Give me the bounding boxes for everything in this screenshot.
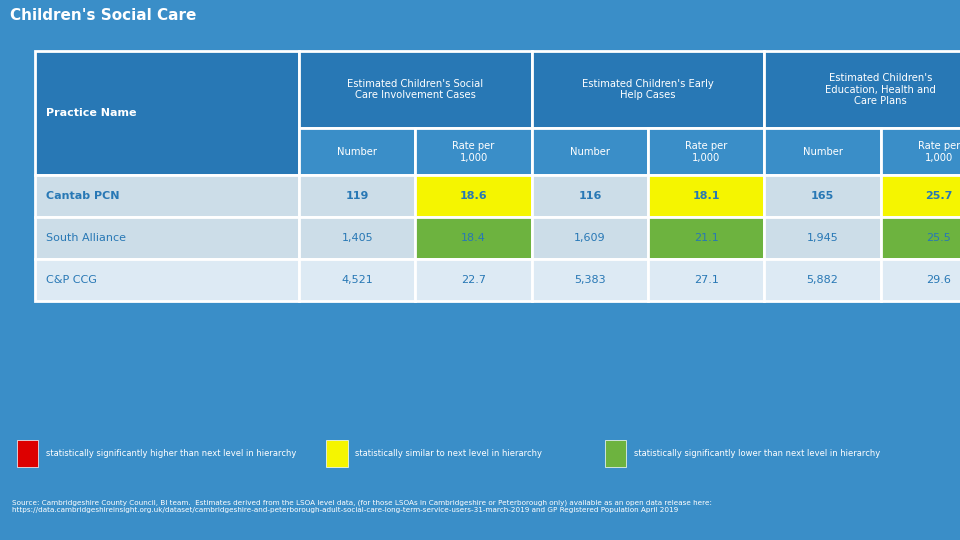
FancyBboxPatch shape <box>880 259 960 301</box>
Text: 1,609: 1,609 <box>574 233 606 243</box>
FancyBboxPatch shape <box>416 259 532 301</box>
Text: Number: Number <box>570 147 610 157</box>
FancyBboxPatch shape <box>17 441 38 467</box>
Text: It is estimated that Cantab PCN has statistically similar rates of Children's so: It is estimated that Cantab PCN has stat… <box>228 372 732 400</box>
Text: 116: 116 <box>578 191 602 201</box>
FancyBboxPatch shape <box>299 128 416 176</box>
Text: Rate per
1,000: Rate per 1,000 <box>685 141 728 163</box>
FancyBboxPatch shape <box>35 176 299 217</box>
Text: Number: Number <box>337 147 377 157</box>
FancyBboxPatch shape <box>648 176 764 217</box>
FancyBboxPatch shape <box>764 176 880 217</box>
Text: 18.6: 18.6 <box>460 191 488 201</box>
FancyBboxPatch shape <box>416 217 532 259</box>
Text: Rate per
1,000: Rate per 1,000 <box>452 141 494 163</box>
FancyBboxPatch shape <box>416 128 532 176</box>
FancyBboxPatch shape <box>764 128 880 176</box>
Text: 25.7: 25.7 <box>925 191 952 201</box>
FancyBboxPatch shape <box>532 176 648 217</box>
Text: 119: 119 <box>346 191 369 201</box>
Text: 18.1: 18.1 <box>692 191 720 201</box>
FancyBboxPatch shape <box>299 51 532 128</box>
Text: 5,882: 5,882 <box>806 275 838 285</box>
FancyBboxPatch shape <box>764 259 880 301</box>
Text: Estimated Children's
Education, Health and
Care Plans: Estimated Children's Education, Health a… <box>826 73 936 106</box>
Text: statistically significantly lower than next level in hierarchy: statistically significantly lower than n… <box>634 449 880 458</box>
Text: 27.1: 27.1 <box>694 275 719 285</box>
Text: Estimated Children's Social
Care Involvement Cases: Estimated Children's Social Care Involve… <box>348 79 484 100</box>
Text: 4,521: 4,521 <box>342 275 373 285</box>
FancyBboxPatch shape <box>880 217 960 259</box>
FancyBboxPatch shape <box>764 217 880 259</box>
Text: South Alliance: South Alliance <box>46 233 126 243</box>
Text: 25.5: 25.5 <box>926 233 951 243</box>
FancyBboxPatch shape <box>299 176 416 217</box>
FancyBboxPatch shape <box>299 217 416 259</box>
Text: Children's Social Care: Children's Social Care <box>10 8 196 23</box>
FancyBboxPatch shape <box>648 259 764 301</box>
FancyBboxPatch shape <box>648 217 764 259</box>
FancyBboxPatch shape <box>532 217 648 259</box>
FancyBboxPatch shape <box>299 259 416 301</box>
FancyBboxPatch shape <box>326 441 348 467</box>
Text: 21.1: 21.1 <box>694 233 719 243</box>
FancyBboxPatch shape <box>605 441 626 467</box>
Text: Rate per
1,000: Rate per 1,000 <box>918 141 960 163</box>
FancyBboxPatch shape <box>532 259 648 301</box>
FancyBboxPatch shape <box>35 217 299 259</box>
Text: 1,405: 1,405 <box>342 233 373 243</box>
FancyBboxPatch shape <box>35 259 299 301</box>
Text: 5,383: 5,383 <box>574 275 606 285</box>
Text: Cantab PCN: Cantab PCN <box>46 191 119 201</box>
FancyBboxPatch shape <box>880 128 960 176</box>
FancyBboxPatch shape <box>532 51 764 128</box>
Text: Estimated Children's Early
Help Cases: Estimated Children's Early Help Cases <box>582 79 714 100</box>
Text: 18.4: 18.4 <box>461 233 486 243</box>
Text: It is estimated that the South Alliance has statistically significantly low rate: It is estimated that the South Alliance … <box>174 326 786 353</box>
Text: Practice Name: Practice Name <box>46 109 136 118</box>
FancyBboxPatch shape <box>35 51 299 176</box>
Text: C&P CCG: C&P CCG <box>46 275 97 285</box>
FancyBboxPatch shape <box>764 51 960 128</box>
Text: Source: Cambridgeshire County Council, BI team.  Estimates derived from the LSOA: Source: Cambridgeshire County Council, B… <box>12 500 711 513</box>
Text: 1,945: 1,945 <box>806 233 838 243</box>
Text: 29.6: 29.6 <box>926 275 951 285</box>
Text: statistically similar to next level in hierarchy: statistically similar to next level in h… <box>355 449 542 458</box>
Text: Number: Number <box>803 147 843 157</box>
Text: statistically significantly higher than next level in hierarchy: statistically significantly higher than … <box>46 449 297 458</box>
FancyBboxPatch shape <box>532 128 648 176</box>
Text: 165: 165 <box>811 191 834 201</box>
FancyBboxPatch shape <box>648 128 764 176</box>
Text: 22.7: 22.7 <box>461 275 486 285</box>
FancyBboxPatch shape <box>880 176 960 217</box>
FancyBboxPatch shape <box>416 176 532 217</box>
